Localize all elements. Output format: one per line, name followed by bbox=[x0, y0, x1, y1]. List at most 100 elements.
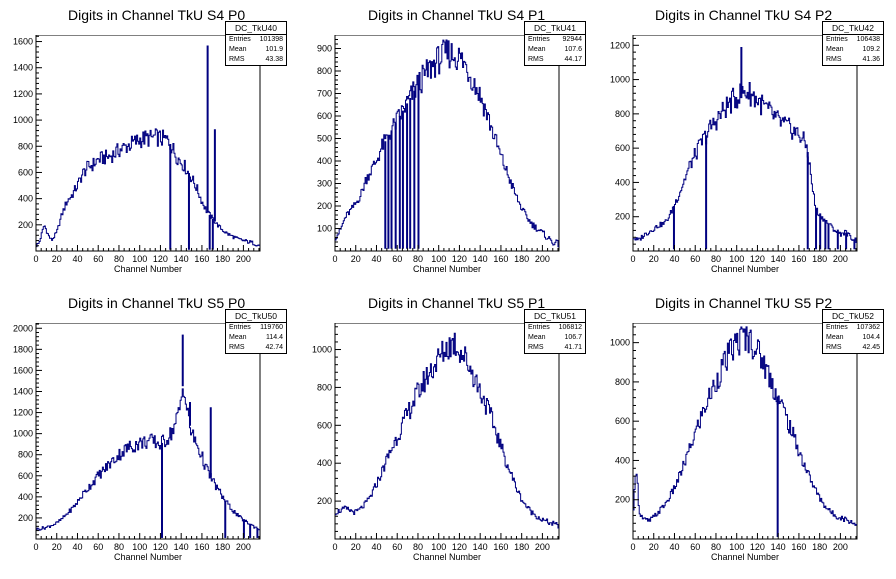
histogram-plot: 0 20 40 60 80 100 120 140 160 180 200 100 200 300 400 5… bbox=[317, 35, 560, 264]
histogram-title: Digits in Channel TkU S4 P0 bbox=[68, 7, 246, 23]
y-tick-label: 1800 bbox=[13, 344, 33, 354]
x-tick-label: 20 bbox=[351, 542, 361, 552]
x-tick-label: 200 bbox=[833, 542, 848, 552]
x-axis-label: Channel Number bbox=[711, 264, 780, 274]
y-tick-label: 1200 bbox=[13, 89, 33, 99]
x-axis-label: Channel Number bbox=[711, 552, 780, 562]
stats-entries-value: 92944 bbox=[562, 36, 582, 43]
y-tick-label: 400 bbox=[615, 455, 630, 465]
x-tick-label: 100 bbox=[729, 254, 744, 264]
x-axis-label: Channel Number bbox=[413, 264, 482, 274]
x-tick-label: 60 bbox=[690, 542, 700, 552]
stats-name: DC_TkU51 bbox=[525, 310, 585, 323]
x-tick-label: 200 bbox=[833, 254, 848, 264]
stats-box: DC_TkU40 Entries 101398 Mean 101.9 RMS 43.38 bbox=[225, 21, 287, 66]
y-tick-label: 400 bbox=[317, 156, 332, 166]
y-tick-label: 600 bbox=[317, 420, 332, 430]
stats-mean-row: Mean 107.6 bbox=[525, 45, 585, 55]
stats-entries-row: Entries 106812 bbox=[525, 323, 585, 333]
stats-entries-label: Entries bbox=[826, 36, 848, 43]
stats-rms-label: RMS bbox=[528, 56, 544, 63]
y-tick-label: 800 bbox=[615, 109, 630, 119]
stats-name: DC_TkU52 bbox=[823, 310, 883, 323]
y-tick-label: 600 bbox=[18, 167, 33, 177]
x-tick-label: 80 bbox=[413, 542, 423, 552]
stats-mean-row: Mean 106.7 bbox=[525, 333, 585, 343]
x-tick-label: 40 bbox=[72, 542, 82, 552]
x-tick-label: 0 bbox=[332, 542, 337, 552]
stats-rms-value: 41.71 bbox=[564, 344, 582, 351]
stats-rms-value: 42.45 bbox=[862, 344, 880, 351]
x-tick-label: 160 bbox=[194, 542, 209, 552]
y-tick-label: 400 bbox=[615, 177, 630, 187]
y-tick-label: 800 bbox=[18, 141, 33, 151]
histogram-plot: 0 20 40 60 80 100 120 140 160 180 200 200 400 600 800 1… bbox=[610, 35, 858, 264]
y-tick-label: 1000 bbox=[13, 115, 33, 125]
histogram-title: Digits in Channel TkU S5 P2 bbox=[655, 295, 833, 311]
y-tick-label: 200 bbox=[615, 495, 630, 505]
x-tick-label: 200 bbox=[236, 542, 251, 552]
stats-box: DC_TkU52 Entries 107362 Mean 104.4 RMS 42.45 bbox=[822, 309, 884, 354]
histogram-line bbox=[335, 39, 559, 248]
y-tick-label: 200 bbox=[615, 212, 630, 222]
stats-rms-label: RMS bbox=[229, 344, 245, 351]
x-tick-label: 180 bbox=[514, 542, 529, 552]
histogram-line bbox=[335, 332, 559, 529]
x-tick-label: 180 bbox=[812, 542, 827, 552]
histogram-title: Digits in Channel TkU S4 P2 bbox=[655, 7, 833, 23]
x-tick-label: 160 bbox=[791, 542, 806, 552]
x-tick-label: 40 bbox=[669, 542, 679, 552]
y-tick-label: 400 bbox=[317, 458, 332, 468]
y-tick-label: 1200 bbox=[610, 40, 630, 50]
stats-mean-value: 104.4 bbox=[862, 334, 880, 341]
x-tick-label: 180 bbox=[514, 254, 529, 264]
y-tick-label: 400 bbox=[18, 492, 33, 502]
x-tick-label: 60 bbox=[690, 254, 700, 264]
stats-entries-row: Entries 119760 bbox=[226, 323, 286, 333]
stats-entries-label: Entries bbox=[528, 324, 550, 331]
x-tick-label: 20 bbox=[52, 254, 62, 264]
stats-mean-value: 114.4 bbox=[266, 334, 283, 341]
x-tick-label: 160 bbox=[791, 254, 806, 264]
stats-entries-row: Entries 106438 bbox=[823, 35, 883, 45]
x-tick-label: 0 bbox=[33, 542, 38, 552]
histogram-title: Digits in Channel TkU S4 P1 bbox=[368, 7, 546, 23]
x-tick-label: 100 bbox=[132, 254, 147, 264]
x-tick-label: 60 bbox=[93, 542, 103, 552]
stats-mean-label: Mean bbox=[229, 46, 247, 53]
plot-frame bbox=[632, 35, 858, 252]
x-tick-label: 140 bbox=[771, 542, 786, 552]
y-tick-label: 1200 bbox=[13, 408, 33, 418]
stats-entries-value: 119760 bbox=[260, 324, 283, 331]
x-tick-label: 140 bbox=[473, 254, 488, 264]
x-tick-label: 80 bbox=[114, 542, 124, 552]
stats-name: DC_TkU42 bbox=[823, 22, 883, 35]
x-tick-label: 100 bbox=[431, 254, 446, 264]
histogram-line bbox=[36, 388, 260, 531]
y-tick-label: 100 bbox=[317, 224, 332, 234]
y-tick-label: 200 bbox=[317, 201, 332, 211]
y-tick-label: 200 bbox=[18, 220, 33, 230]
y-tick-label: 2000 bbox=[13, 323, 33, 333]
stats-rms-value: 44.17 bbox=[564, 56, 582, 63]
x-tick-label: 100 bbox=[431, 542, 446, 552]
y-tick-label: 600 bbox=[317, 111, 332, 121]
stats-entries-value: 106812 bbox=[558, 324, 582, 331]
stats-mean-row: Mean 104.4 bbox=[823, 333, 883, 343]
x-axis-label: Channel Number bbox=[114, 552, 183, 562]
stats-mean-value: 106.7 bbox=[564, 334, 582, 341]
plot-frame bbox=[632, 323, 858, 540]
histogram-line bbox=[36, 128, 260, 248]
stats-box: DC_TkU50 Entries 119760 Mean 114.4 RMS 42.74 bbox=[225, 309, 287, 354]
y-tick-label: 600 bbox=[615, 143, 630, 153]
stats-rms-row: RMS 42.45 bbox=[823, 343, 883, 353]
stats-name: DC_TkU50 bbox=[226, 310, 286, 323]
stats-box: DC_TkU42 Entries 106438 Mean 109.2 RMS 41.36 bbox=[822, 21, 884, 66]
x-tick-label: 140 bbox=[174, 542, 189, 552]
x-tick-label: 60 bbox=[392, 542, 402, 552]
x-tick-label: 80 bbox=[711, 254, 721, 264]
y-tick-label: 1600 bbox=[13, 365, 33, 375]
